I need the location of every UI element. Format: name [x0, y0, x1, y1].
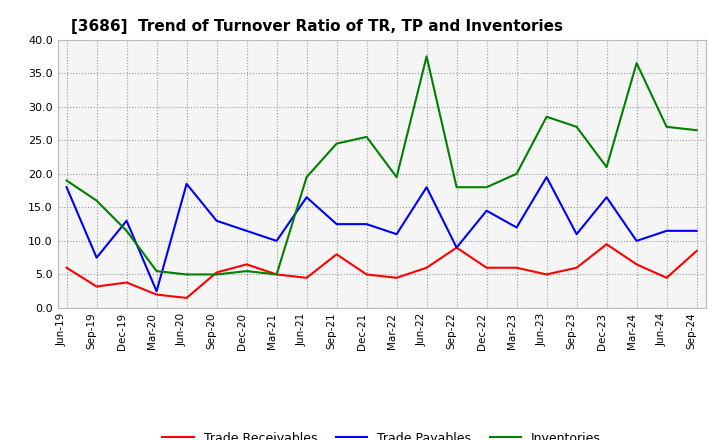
- Trade Receivables: [662, 275, 671, 280]
- Inventories: [693, 128, 701, 133]
- Trade Receivables: [422, 265, 431, 270]
- Inventories: [212, 272, 221, 277]
- Trade Receivables: [92, 284, 101, 289]
- Trade Payables: [542, 175, 551, 180]
- Trade Payables: [572, 231, 581, 237]
- Trade Receivables: [693, 248, 701, 253]
- Trade Payables: [302, 194, 311, 200]
- Inventories: [302, 175, 311, 180]
- Trade Receivables: [333, 252, 341, 257]
- Trade Receivables: [182, 295, 191, 301]
- Legend: Trade Receivables, Trade Payables, Inventories: Trade Receivables, Trade Payables, Inven…: [157, 427, 606, 440]
- Trade Receivables: [452, 245, 461, 250]
- Trade Receivables: [392, 275, 401, 280]
- Inventories: [242, 268, 251, 274]
- Trade Receivables: [482, 265, 491, 270]
- Trade Payables: [362, 221, 371, 227]
- Trade Payables: [422, 185, 431, 190]
- Trade Receivables: [302, 275, 311, 280]
- Inventories: [272, 272, 281, 277]
- Trade Payables: [242, 228, 251, 234]
- Trade Receivables: [602, 242, 611, 247]
- Trade Receivables: [242, 262, 251, 267]
- Trade Payables: [62, 185, 71, 190]
- Trade Payables: [92, 255, 101, 260]
- Trade Receivables: [153, 292, 161, 297]
- Text: [3686]  Trend of Turnover Ratio of TR, TP and Inventories: [3686] Trend of Turnover Ratio of TR, TP…: [71, 19, 562, 34]
- Trade Payables: [122, 218, 131, 224]
- Trade Payables: [153, 289, 161, 294]
- Inventories: [92, 198, 101, 203]
- Inventories: [362, 134, 371, 139]
- Inventories: [513, 171, 521, 176]
- Line: Trade Payables: Trade Payables: [66, 177, 697, 291]
- Trade Payables: [212, 218, 221, 224]
- Trade Payables: [602, 194, 611, 200]
- Trade Receivables: [542, 272, 551, 277]
- Trade Receivables: [362, 272, 371, 277]
- Trade Receivables: [212, 270, 221, 275]
- Inventories: [333, 141, 341, 146]
- Inventories: [632, 60, 641, 66]
- Inventories: [452, 185, 461, 190]
- Trade Receivables: [272, 272, 281, 277]
- Inventories: [572, 124, 581, 129]
- Inventories: [122, 228, 131, 234]
- Trade Receivables: [513, 265, 521, 270]
- Trade Payables: [333, 221, 341, 227]
- Trade Payables: [632, 238, 641, 244]
- Inventories: [662, 124, 671, 129]
- Trade Payables: [513, 225, 521, 230]
- Inventories: [153, 268, 161, 274]
- Inventories: [62, 178, 71, 183]
- Trade Payables: [272, 238, 281, 244]
- Inventories: [422, 54, 431, 59]
- Trade Payables: [662, 228, 671, 234]
- Line: Inventories: Inventories: [66, 56, 697, 275]
- Inventories: [392, 175, 401, 180]
- Trade Payables: [482, 208, 491, 213]
- Inventories: [542, 114, 551, 119]
- Trade Payables: [182, 181, 191, 187]
- Trade Receivables: [122, 280, 131, 285]
- Inventories: [482, 185, 491, 190]
- Trade Receivables: [572, 265, 581, 270]
- Inventories: [602, 165, 611, 170]
- Trade Receivables: [62, 265, 71, 270]
- Line: Trade Receivables: Trade Receivables: [66, 244, 697, 298]
- Trade Payables: [452, 245, 461, 250]
- Trade Payables: [693, 228, 701, 234]
- Trade Payables: [392, 231, 401, 237]
- Inventories: [182, 272, 191, 277]
- Trade Receivables: [632, 262, 641, 267]
